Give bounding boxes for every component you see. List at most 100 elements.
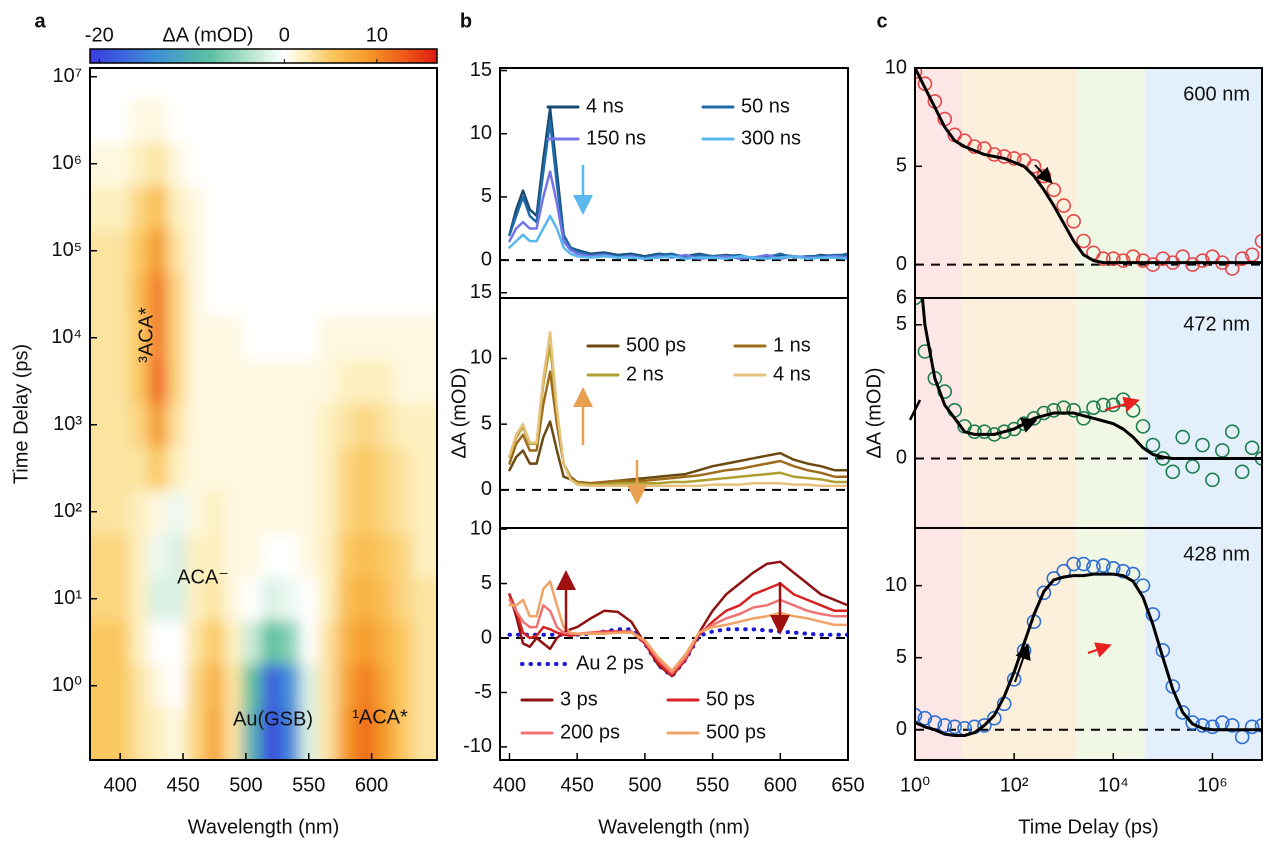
heatmap-cell xyxy=(90,620,131,665)
heatmap-cell xyxy=(223,68,244,99)
data-point xyxy=(915,708,923,723)
heatmap-cell xyxy=(242,402,263,447)
heatmap-cell xyxy=(337,576,357,621)
heatmap-cell xyxy=(412,272,437,317)
heatmap-cell xyxy=(90,707,131,760)
panel-letter: c xyxy=(876,10,887,32)
data-point xyxy=(915,68,923,80)
heatmap-cell xyxy=(242,228,263,273)
heatmap-cell xyxy=(355,315,376,360)
data-point xyxy=(1096,397,1111,413)
legend-label: 300 ns xyxy=(741,127,801,149)
data-point xyxy=(1234,464,1250,480)
heatmap-cell xyxy=(318,533,338,578)
annotation: 428 nm xyxy=(1183,543,1250,565)
heatmap-cell xyxy=(223,272,244,317)
heatmap-cell xyxy=(148,620,168,665)
heatmap-cell xyxy=(167,98,187,143)
data-point xyxy=(987,710,1002,726)
heatmap-cell xyxy=(412,620,437,665)
heatmap-cell xyxy=(299,315,319,360)
heatmap-cell xyxy=(261,272,281,317)
data-point xyxy=(1105,251,1121,266)
y-tick-label: 10 xyxy=(470,517,492,539)
heatmap-cell xyxy=(299,359,319,404)
data-point xyxy=(1115,253,1131,268)
heatmap-cell xyxy=(337,68,357,99)
panel: 10⁰ 10² 10⁴ 10⁶ 0 5 10 Time Delay (ps) 428 nm xyxy=(885,527,1263,838)
plot-area xyxy=(500,107,848,262)
plot-frame xyxy=(89,67,438,761)
fit-line xyxy=(920,298,1262,460)
y-tick-label: 10⁰ xyxy=(52,674,82,696)
heatmap-cell xyxy=(393,489,413,534)
heatmap-cell xyxy=(280,620,300,665)
panel: 0 5 10 c 600 nm xyxy=(876,10,1263,299)
x-tick-label: 400 xyxy=(103,774,136,796)
heatmap-cell xyxy=(374,228,395,273)
heatmap-cell xyxy=(355,620,376,665)
heatmap-cell xyxy=(355,68,376,99)
heatmap-cell xyxy=(374,402,395,447)
heatmap-cell xyxy=(299,663,319,708)
y-tick-label: 10 xyxy=(885,56,907,78)
legend-label: 4 ns xyxy=(586,95,624,117)
heatmap-cell xyxy=(223,663,244,708)
heatmap-cell xyxy=(186,533,206,578)
arrow xyxy=(1087,642,1112,658)
heatmap-cell xyxy=(318,663,338,708)
data-point xyxy=(1175,705,1190,720)
data-point xyxy=(937,718,953,733)
heatmap-cell xyxy=(148,98,168,143)
colorbar-tick-label: 0 xyxy=(279,24,290,46)
data-point xyxy=(1185,257,1200,272)
data-point xyxy=(1036,585,1052,601)
heatmap-cell xyxy=(337,315,357,360)
heatmap-cell xyxy=(355,489,376,534)
heatmap-cell xyxy=(223,141,244,186)
y-tick-label: 10⁷ xyxy=(53,65,82,87)
heatmap-cell xyxy=(280,272,300,317)
shaded-region xyxy=(915,298,963,528)
legend-label: 4 ns xyxy=(773,363,811,385)
heatmap-cell xyxy=(355,272,376,317)
heatmap-cell xyxy=(299,141,319,186)
heatmap-cell xyxy=(129,402,149,447)
y-tick-label: 6 xyxy=(896,286,907,308)
heatmap-cell xyxy=(337,707,357,760)
heatmap-cell xyxy=(167,663,187,708)
shaded-region xyxy=(915,68,963,298)
data-point xyxy=(1175,429,1190,445)
legend-label: 50 ps xyxy=(706,688,755,710)
heatmap-cell xyxy=(374,707,395,760)
heatmap-cell xyxy=(412,663,437,708)
heatmap-cell xyxy=(337,141,357,186)
heatmap-cell xyxy=(129,315,149,360)
heatmap-cell xyxy=(280,446,300,491)
heatmap-cell xyxy=(129,185,149,230)
heatmap-cell xyxy=(129,576,149,621)
x-tick-label: 10⁰ xyxy=(900,774,930,796)
heatmap-cell xyxy=(129,98,149,143)
heatmap-cell xyxy=(280,533,300,578)
heatmap-cell xyxy=(337,533,357,578)
shaded-region xyxy=(1144,298,1262,528)
heatmap-cell xyxy=(412,141,437,186)
legend-label: Au 2 ps xyxy=(576,652,644,674)
heatmap-cell xyxy=(280,141,300,186)
heatmap-cell xyxy=(129,359,149,404)
data-point xyxy=(1205,472,1220,488)
heatmap-cell xyxy=(90,185,131,230)
heatmap-cell xyxy=(167,315,187,360)
heatmap-cell xyxy=(223,315,244,360)
heatmap-cell xyxy=(242,446,263,491)
heatmap-cell xyxy=(318,272,338,317)
annotation: ¹ACA* xyxy=(352,706,408,728)
heatmap-cell xyxy=(167,620,187,665)
heatmap-cell xyxy=(205,228,225,273)
y-tick-label: 15 xyxy=(470,59,492,81)
y-tick-label: 5 xyxy=(896,646,907,668)
x-tick-label: 650 xyxy=(831,774,864,796)
y-tick-label: 0 xyxy=(481,626,492,648)
heatmap-cell xyxy=(167,402,187,447)
